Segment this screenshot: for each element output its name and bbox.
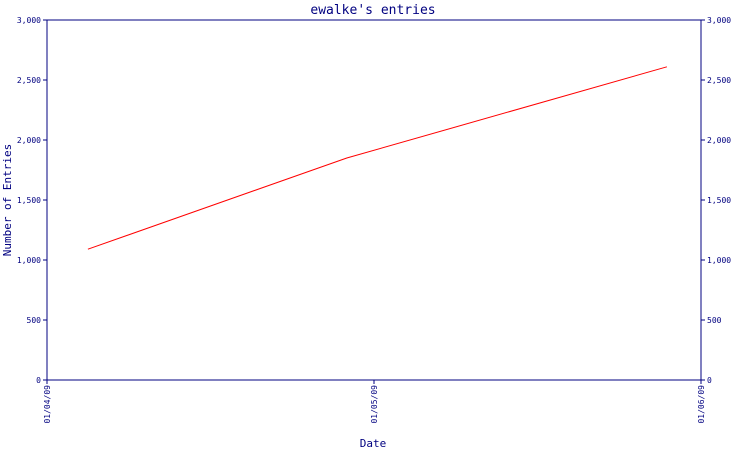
y-axis-right: 0 500 1,000 1,500 2,000 2,500 3,000 [701,16,731,385]
y-tick-label-left: 3,000 [17,16,41,25]
plot-area-frame [46,19,702,381]
y-tick-label-right: 500 [707,316,722,325]
y-tick-label-left: 500 [27,316,42,325]
y-axis-left: 0 500 1,000 1,500 2,000 2,500 3,000 [17,16,47,385]
series-line [87,66,668,250]
x-axis-title: Date [360,437,387,450]
x-axis: 01/04/09 01/05/09 01/06/09 [43,380,706,424]
x-tick-label: 01/05/09 [370,385,379,424]
x-tick-label: 01/06/09 [697,385,706,424]
y-tick-label-right: 2,500 [707,76,731,85]
y-tick-label-left: 2,500 [17,76,41,85]
y-tick-label-left: 1,500 [17,196,41,205]
y-axis-title: Number of Entries [1,144,14,257]
chart-title: ewalke's entries [310,3,435,18]
y-tick-label-right: 0 [707,376,712,385]
y-tick-label-left: 2,000 [17,136,41,145]
x-tick-label: 01/04/09 [43,385,52,424]
y-tick-label-right: 1,500 [707,196,731,205]
y-tick-label-right: 3,000 [707,16,731,25]
y-tick-label-left: 1,000 [17,256,41,265]
y-tick-label-left: 0 [36,376,41,385]
series-layer [87,66,668,250]
y-tick-label-right: 1,000 [707,256,731,265]
y-tick-label-right: 2,000 [707,136,731,145]
